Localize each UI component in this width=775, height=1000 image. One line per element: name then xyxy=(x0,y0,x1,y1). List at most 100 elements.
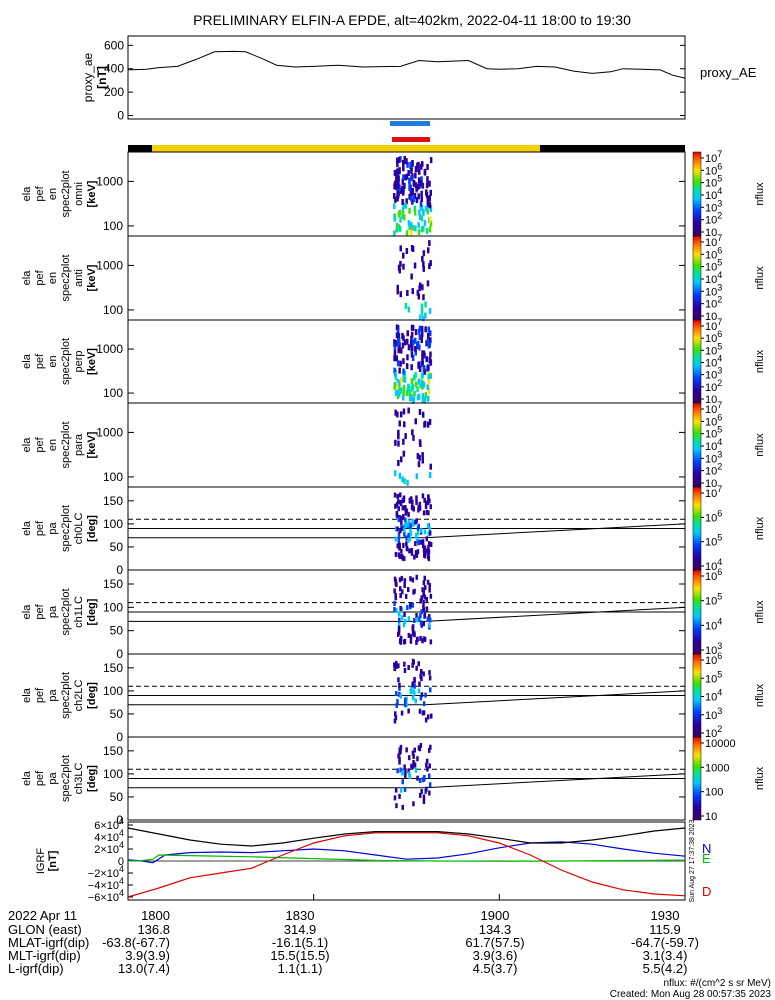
heatmap-cell xyxy=(402,384,406,391)
panel-ylabel: ela xyxy=(21,186,33,202)
heatmap-cell xyxy=(412,801,415,807)
heatmap-cell xyxy=(397,677,400,683)
heatmap-cell xyxy=(415,665,418,671)
colorbar-tick-label: 107 xyxy=(705,484,722,500)
heatmap-cell xyxy=(428,670,431,676)
heatmap-cell xyxy=(415,473,419,480)
colorbar-label: nflux xyxy=(754,683,766,707)
heatmap-cell xyxy=(412,589,415,595)
heatmap-cell xyxy=(416,289,420,296)
heatmap-cell xyxy=(393,662,396,668)
panel-ylabel: ela xyxy=(21,270,33,286)
heatmap-cell xyxy=(405,158,408,165)
heatmap-cell xyxy=(401,207,405,214)
heatmap-cell xyxy=(395,222,399,229)
heatmap-cell xyxy=(394,184,398,190)
heatmap-cell xyxy=(428,614,431,620)
heatmap-cell xyxy=(414,337,417,344)
igrf-line xyxy=(127,854,686,862)
heatmap-cell xyxy=(418,334,422,340)
panel-ylabel: pef xyxy=(34,603,46,619)
panel-ylabel: spec2plot xyxy=(60,588,72,635)
heatmap-cell xyxy=(421,710,425,716)
heatmap-cell xyxy=(397,224,400,231)
heatmap-cell xyxy=(420,676,423,682)
footer-label: GLON (east) xyxy=(8,922,82,937)
ae-tick-label: 600 xyxy=(104,38,124,52)
heatmap-cell xyxy=(393,492,397,498)
spectrogram-panel: ela pef en spec2plot perp [keV]10001001071061… xyxy=(21,317,766,406)
colorbar-tick-label: 105 xyxy=(705,669,722,685)
heatmap-cell xyxy=(414,225,417,232)
heatmap-cell xyxy=(403,505,407,510)
heatmap-cell xyxy=(399,492,402,498)
heatmap-cell xyxy=(424,312,427,319)
heatmap-cell xyxy=(429,463,432,470)
heatmap-cell xyxy=(397,626,401,632)
heatmap-cell xyxy=(420,226,424,233)
heatmap-cell xyxy=(420,609,423,615)
heatmap-cell xyxy=(400,554,404,559)
heatmap-cell xyxy=(409,602,412,608)
heatmap-cell xyxy=(423,220,427,227)
tick-label: 100 xyxy=(103,684,123,698)
panel-ylabel: ela xyxy=(21,520,33,536)
heatmap-cell xyxy=(397,157,401,163)
colorbar-tick-label: 10 xyxy=(705,811,717,823)
heatmap-cell xyxy=(427,714,430,720)
heatmap-cell xyxy=(419,695,423,701)
colorbar-tick-label: 10 xyxy=(705,478,717,490)
loss-cone-line xyxy=(128,773,686,789)
footer-value: -64.7(-59.7) xyxy=(631,935,699,950)
heatmap-cell xyxy=(428,180,431,187)
heatmap-cell xyxy=(397,440,400,447)
heatmap-cell xyxy=(427,379,430,386)
heatmap-cell xyxy=(410,331,414,338)
heatmap-cell xyxy=(417,222,420,229)
colorbar-tick-label: 102 xyxy=(705,378,722,394)
heatmap-cell xyxy=(419,635,422,641)
heatmap-cell xyxy=(401,210,405,217)
heatmap-cell xyxy=(410,685,413,691)
heatmap-cell xyxy=(424,585,427,591)
heatmap-cell xyxy=(404,433,407,440)
heatmap-cell xyxy=(418,501,422,507)
heatmap-cell xyxy=(395,663,398,669)
heatmap-cell xyxy=(422,592,425,598)
heatmap-cell xyxy=(425,182,429,189)
heatmap-cell xyxy=(422,701,426,707)
heatmap-cell xyxy=(426,280,430,287)
colorbar-tick-label: 104 xyxy=(705,354,722,370)
heatmap-cell xyxy=(419,314,422,321)
heatmap-cell xyxy=(418,505,422,511)
heatmap-cell xyxy=(409,161,412,168)
heatmap-cell xyxy=(410,763,413,769)
heatmap-cell xyxy=(394,536,398,542)
heatmap-cell xyxy=(401,178,404,185)
heatmap-cell xyxy=(405,747,408,753)
igrf-side-note: Sun Aug 27 17:37:38 2023 xyxy=(689,819,696,902)
heatmap-cell xyxy=(403,339,407,346)
colorbar xyxy=(692,235,702,321)
panel-ylabel: pef xyxy=(34,520,46,536)
heatmap-cell xyxy=(396,190,399,196)
heatmap-cell xyxy=(393,607,396,613)
sunlight-bar-yellow xyxy=(152,145,540,152)
heatmap-cell xyxy=(408,224,411,230)
heatmap-cell xyxy=(423,612,427,618)
heatmap-cell xyxy=(418,616,421,622)
heatmap-cell xyxy=(409,638,413,644)
heatmap-cell xyxy=(403,764,406,770)
heatmap-cell xyxy=(402,159,405,166)
heatmap-cell xyxy=(394,371,397,378)
footer-value: 136.8 xyxy=(137,922,170,937)
chart-title: PRELIMINARY ELFIN-A EPDE, alt=402km, 202… xyxy=(193,12,631,28)
heatmap-cell xyxy=(418,746,421,752)
panel-ylabel: ela xyxy=(21,353,33,369)
heatmap-cell xyxy=(395,512,399,518)
heatmap-cell xyxy=(429,157,433,164)
heatmap-cell xyxy=(396,543,399,549)
igrf-line xyxy=(127,827,686,847)
heatmap-cell xyxy=(407,755,411,761)
